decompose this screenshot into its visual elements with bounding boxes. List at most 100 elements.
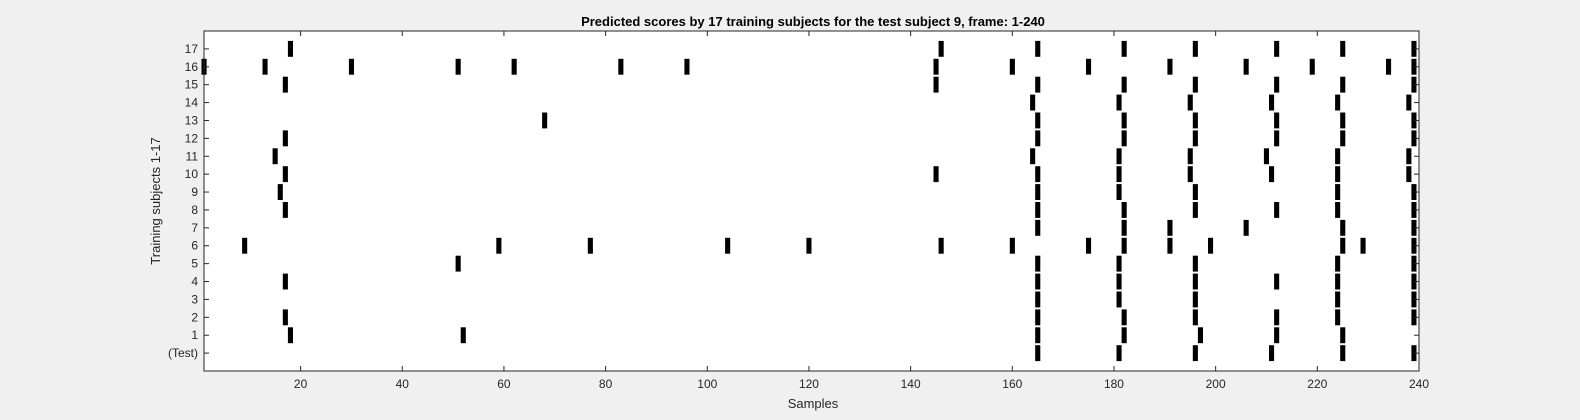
score-mark	[1009, 58, 1015, 75]
score-mark	[1121, 76, 1127, 93]
score-mark	[1121, 327, 1127, 344]
score-mark	[1035, 112, 1041, 129]
y-tick-label: 4	[191, 275, 198, 289]
x-tick-label: 160	[1002, 377, 1022, 391]
score-mark	[1035, 166, 1041, 183]
y-tick-label: 6	[191, 239, 198, 253]
score-mark	[242, 237, 248, 254]
score-mark	[1035, 327, 1041, 344]
x-tick-label: 200	[1206, 377, 1226, 391]
score-mark	[1386, 58, 1392, 75]
score-mark	[1274, 130, 1280, 147]
score-mark	[933, 58, 939, 75]
score-mark	[1411, 273, 1417, 290]
score-mark	[1035, 202, 1041, 218]
score-mark	[1269, 345, 1275, 362]
y-tick-label: 1	[191, 328, 198, 342]
x-tick-label: 40	[396, 377, 410, 391]
score-mark	[1335, 166, 1341, 183]
score-mark	[1035, 130, 1041, 147]
plot-area	[204, 31, 1419, 371]
score-mark	[938, 40, 944, 57]
score-mark	[348, 58, 354, 75]
score-mark	[1274, 309, 1280, 326]
score-mark	[1340, 76, 1346, 93]
y-tick-label: 8	[191, 203, 198, 217]
score-mark	[1411, 58, 1417, 75]
y-axis-title: Training subjects 1-17	[148, 137, 163, 264]
y-tick-label: 3	[191, 292, 198, 306]
score-mark	[1243, 219, 1249, 236]
score-mark	[1035, 219, 1041, 236]
score-mark	[1269, 94, 1275, 111]
score-mark	[282, 309, 288, 326]
x-tick-label: 220	[1307, 377, 1327, 391]
score-mark	[287, 327, 293, 344]
score-mark	[1340, 219, 1346, 236]
score-mark	[1030, 148, 1036, 165]
x-tick-label: 80	[599, 377, 613, 391]
score-mark	[1187, 94, 1193, 111]
score-mark	[1121, 130, 1127, 147]
score-mark	[1192, 112, 1198, 129]
score-mark	[1121, 309, 1127, 326]
score-mark	[1167, 58, 1173, 75]
score-mark	[1274, 273, 1280, 290]
score-mark	[1208, 237, 1214, 254]
score-mark	[1167, 237, 1173, 254]
score-mark	[1035, 345, 1041, 362]
score-mark	[1274, 202, 1280, 218]
score-mark	[1192, 345, 1198, 362]
score-mark	[1243, 58, 1249, 75]
score-mark	[460, 327, 466, 344]
score-mark	[1309, 58, 1315, 75]
score-mark	[1411, 345, 1417, 362]
chart-title: Predicted scores by 17 training subjects…	[581, 14, 1045, 29]
score-mark	[1411, 237, 1417, 254]
score-mark	[1340, 40, 1346, 57]
y-tick-label: (Test)	[168, 346, 198, 360]
score-mark	[282, 202, 288, 218]
y-tick-label: 2	[191, 310, 198, 324]
score-mark	[1035, 291, 1041, 308]
score-mark	[542, 112, 548, 129]
score-mark	[1116, 166, 1122, 183]
score-mark	[272, 148, 278, 165]
score-mark	[1411, 130, 1417, 147]
score-mark	[1340, 345, 1346, 362]
x-tick-label: 60	[497, 377, 511, 391]
score-mark	[1116, 273, 1122, 290]
score-mark	[1121, 237, 1127, 254]
score-mark	[1406, 166, 1412, 183]
score-mark	[1340, 112, 1346, 129]
score-mark	[1274, 76, 1280, 93]
score-mark	[1035, 255, 1041, 272]
score-mark	[282, 130, 288, 147]
score-mark	[1009, 237, 1015, 254]
y-tick-label: 5	[191, 257, 198, 271]
score-mark	[1116, 148, 1122, 165]
y-tick-label: 14	[185, 96, 199, 110]
score-mark	[282, 273, 288, 290]
score-mark	[1192, 130, 1198, 147]
score-mark	[1030, 94, 1036, 111]
score-mark	[1035, 309, 1041, 326]
score-mark	[1340, 237, 1346, 254]
score-mark	[684, 58, 690, 75]
y-tick-label: 16	[185, 60, 199, 74]
score-mark	[587, 237, 593, 254]
score-mark	[933, 166, 939, 183]
score-mark	[1411, 202, 1417, 218]
score-mark	[1192, 309, 1198, 326]
score-mark	[806, 237, 812, 254]
score-mark	[1411, 112, 1417, 129]
score-mark	[1335, 184, 1341, 200]
score-mark	[1269, 166, 1275, 183]
score-mark	[1411, 291, 1417, 308]
score-mark	[282, 76, 288, 93]
score-mark	[1192, 291, 1198, 308]
score-mark	[1263, 148, 1269, 165]
x-tick-label: 140	[901, 377, 921, 391]
